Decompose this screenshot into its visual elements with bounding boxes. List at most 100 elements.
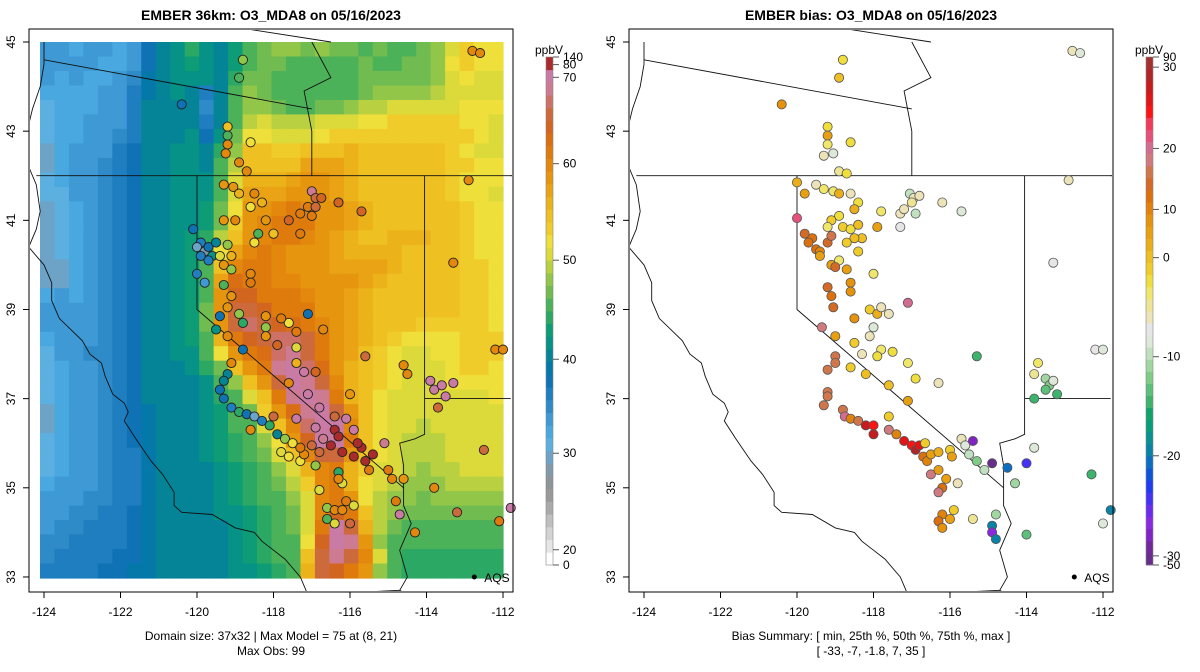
grid-cell [199, 360, 215, 376]
footer-line-1: Domain size: 37x32 | Max Model = 75 at (… [145, 629, 397, 643]
grid-cell [474, 99, 490, 116]
colorbar-swatch [1146, 226, 1153, 239]
grid-cell [285, 143, 302, 159]
station-point [214, 311, 225, 322]
grid-cell [112, 259, 128, 275]
station-point [945, 514, 956, 525]
grid-cell [155, 244, 171, 260]
grid-cell [430, 85, 446, 101]
station-point [291, 357, 302, 369]
grid-cell [170, 172, 186, 188]
grid-cell [358, 244, 374, 260]
grid-cell [83, 404, 99, 420]
grid-cell [141, 389, 157, 405]
grid-cell [445, 70, 461, 87]
colorbar-swatch [546, 349, 553, 363]
grid-cell [474, 230, 490, 246]
grid-cell [285, 462, 302, 478]
station-point [822, 391, 833, 402]
grid-cell [170, 549, 186, 565]
grid-cell [155, 331, 171, 347]
grid-cell [228, 563, 244, 579]
grid-cell [242, 244, 258, 260]
grid-cell [445, 447, 461, 463]
station-point [849, 337, 860, 348]
grid-cell [488, 215, 504, 231]
grid-cell [170, 186, 186, 202]
station-point [226, 291, 237, 302]
station-point [245, 201, 256, 212]
station-point [436, 380, 447, 391]
grid-cell [199, 157, 215, 173]
grid-cell [40, 433, 56, 449]
grid-cell [314, 563, 330, 579]
grid-cell [97, 42, 113, 58]
grid-cell [329, 85, 345, 101]
grid-cell [83, 273, 99, 289]
grid-cell [54, 259, 70, 275]
grid-cell [445, 201, 461, 217]
station-point [834, 72, 845, 83]
grid-cell [343, 215, 359, 231]
grid-cell [97, 534, 113, 550]
colorbar-tick-label: -30 [1163, 549, 1181, 563]
station-point [249, 188, 260, 199]
grid-cell [401, 186, 417, 202]
colorbar-swatch [1146, 214, 1153, 227]
grid-cell [488, 143, 504, 159]
grid-cell [54, 143, 70, 159]
colorbar-tick-label: 50 [563, 253, 577, 267]
grid-cell [488, 259, 504, 275]
station-point [946, 451, 957, 462]
grid-cell [488, 375, 504, 391]
grid-cell [314, 346, 330, 362]
grid-cell [372, 99, 388, 116]
y-tick-label: 45 [604, 35, 618, 49]
grid-cell [343, 549, 359, 565]
grid-cell [459, 447, 475, 463]
grid-cell [40, 42, 56, 58]
grid-cell [343, 375, 359, 391]
grid-cell [474, 389, 490, 405]
grid-cell [401, 563, 417, 579]
grid-cell [488, 433, 504, 449]
grid-cell [257, 85, 273, 101]
grid-cell [83, 534, 99, 550]
x-tick-label: -122 [708, 605, 732, 619]
grid-cell [343, 273, 359, 289]
border-line [30, 42, 307, 591]
colorbar-swatch [546, 209, 553, 223]
station-point [218, 179, 229, 190]
grid-cell [199, 563, 215, 579]
grid-cell [372, 215, 388, 231]
station-point [814, 250, 825, 261]
station-point [841, 168, 852, 179]
grid-cell [155, 99, 171, 116]
grid-cell [155, 215, 171, 231]
grid-cell [184, 201, 200, 217]
grid-cell [40, 288, 56, 304]
grid-cell [416, 114, 432, 130]
grid-cell [300, 273, 316, 289]
grid-cell [474, 143, 490, 159]
grid-cell [271, 273, 287, 289]
grid-cell [343, 201, 359, 217]
grid-cell [474, 563, 490, 579]
grid-cell [445, 549, 461, 565]
grid-cell [213, 563, 229, 579]
colorbar-swatch [546, 107, 553, 121]
grid-cell [54, 244, 70, 260]
grid-cell [474, 375, 490, 391]
grid-cell [68, 186, 85, 202]
grid-cell [199, 302, 215, 318]
grid-cell [213, 346, 229, 362]
grid-cell [416, 534, 432, 550]
x-tick-label: -116 [338, 605, 361, 619]
grid-cell [401, 172, 417, 188]
grid-cell [416, 85, 432, 101]
colorbar-tick-label: 40 [563, 352, 577, 366]
x-tick-label: -120 [785, 605, 809, 619]
station-point [398, 473, 409, 484]
aqs-label: AQS [484, 571, 509, 585]
grid-cell [40, 157, 56, 173]
